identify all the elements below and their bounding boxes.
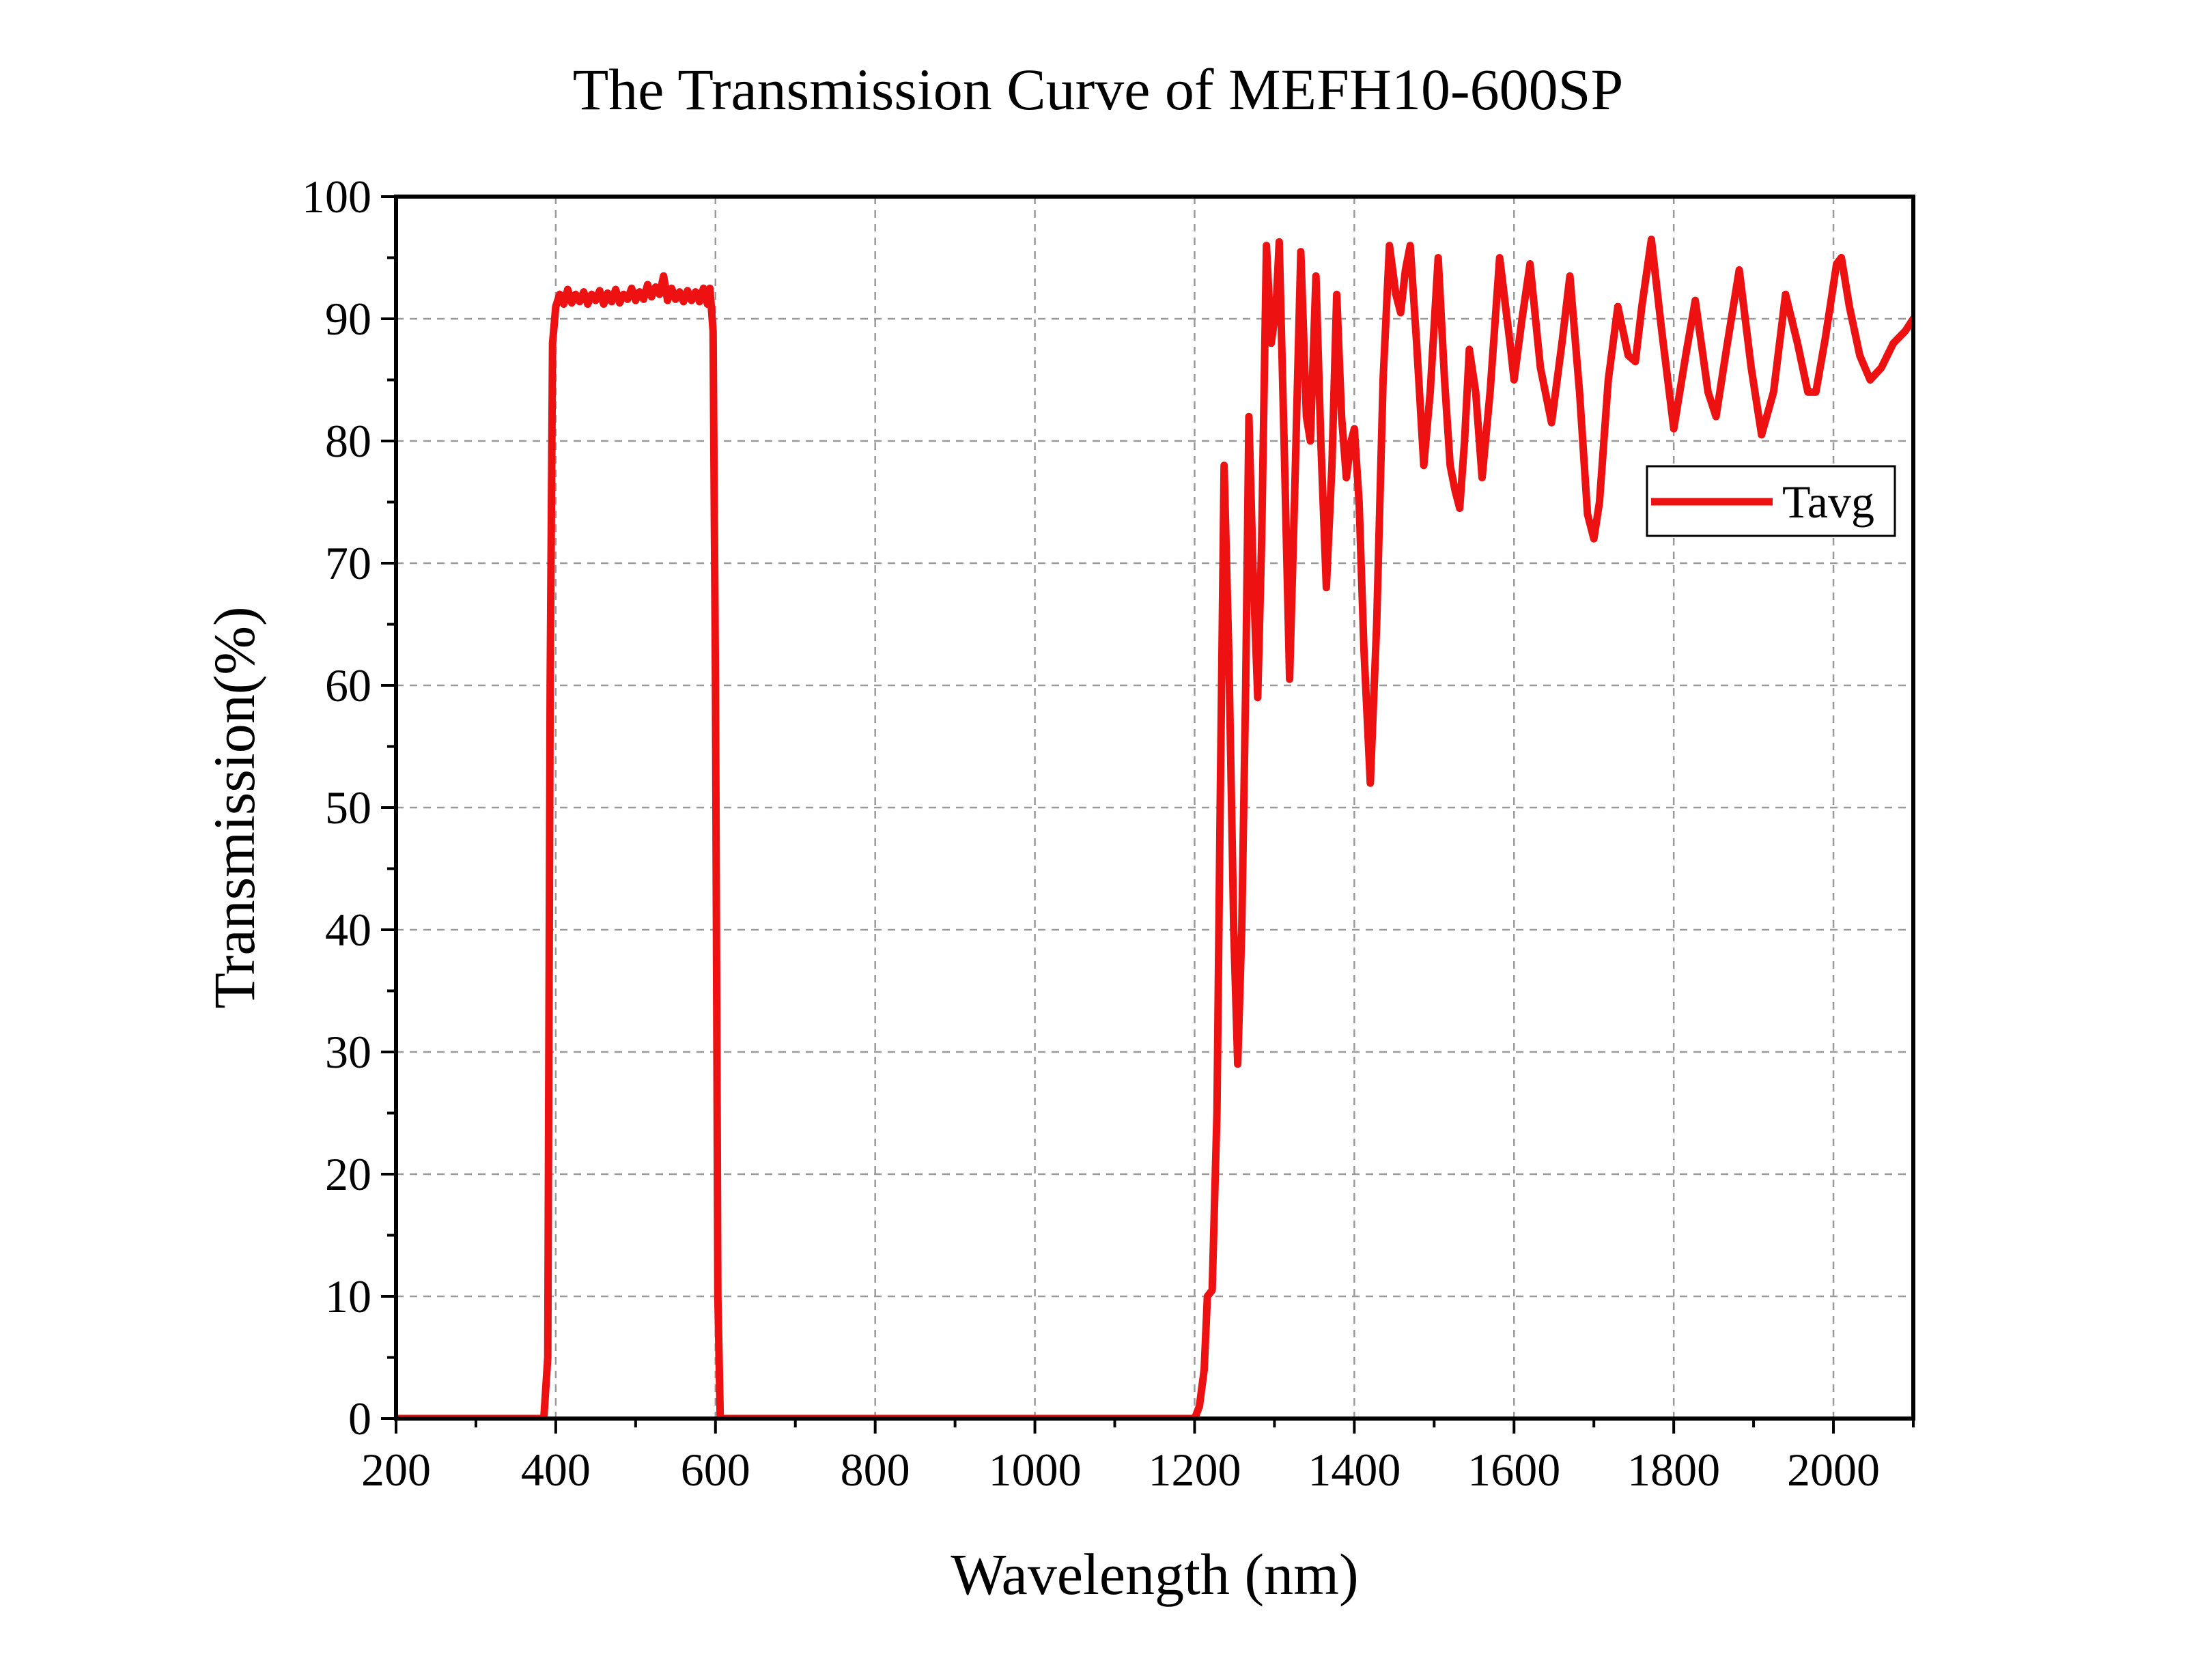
y-tick-label: 80 bbox=[325, 415, 371, 467]
y-tick-label: 90 bbox=[325, 293, 371, 345]
y-tick-label: 30 bbox=[325, 1026, 371, 1078]
x-tick-label: 200 bbox=[361, 1444, 431, 1496]
y-tick-label: 0 bbox=[348, 1393, 371, 1444]
y-tick-label: 10 bbox=[325, 1270, 371, 1322]
grid bbox=[396, 197, 1913, 1419]
legend: Tavg bbox=[1646, 465, 1896, 537]
y-tick-label: 100 bbox=[302, 171, 371, 223]
y-tick-label: 20 bbox=[325, 1148, 371, 1200]
y-tick-label: 60 bbox=[325, 659, 371, 711]
legend-label: Tavg bbox=[1782, 476, 1874, 528]
x-tick-label: 800 bbox=[841, 1444, 910, 1496]
x-tick-label: 1600 bbox=[1467, 1444, 1560, 1496]
tick-labels: 200 400 600 800 1000 1200 1400 1600 1800 2000 0 10 2… bbox=[302, 171, 1880, 1496]
x-tick-label: 1200 bbox=[1148, 1444, 1241, 1496]
x-tick-label: 400 bbox=[521, 1444, 591, 1496]
chart-title: The Transmission Curve of MEFH10-600SP bbox=[573, 57, 1624, 122]
y-tick-label: 40 bbox=[325, 904, 371, 956]
x-tick-label: 1400 bbox=[1308, 1444, 1400, 1496]
x-tick-label: 1800 bbox=[1627, 1444, 1720, 1496]
series-line-tavg bbox=[396, 236, 1913, 1419]
y-axis-label: Transmission(%) bbox=[201, 606, 267, 1008]
x-axis-label: Wavelength (nm) bbox=[951, 1541, 1358, 1607]
x-tick-label: 1000 bbox=[989, 1444, 1082, 1496]
x-tick-label: 600 bbox=[681, 1444, 750, 1496]
axis-ticks bbox=[381, 195, 1915, 1434]
y-tick-label: 70 bbox=[325, 537, 371, 589]
x-tick-label: 2000 bbox=[1787, 1444, 1880, 1496]
y-tick-label: 50 bbox=[325, 782, 371, 834]
